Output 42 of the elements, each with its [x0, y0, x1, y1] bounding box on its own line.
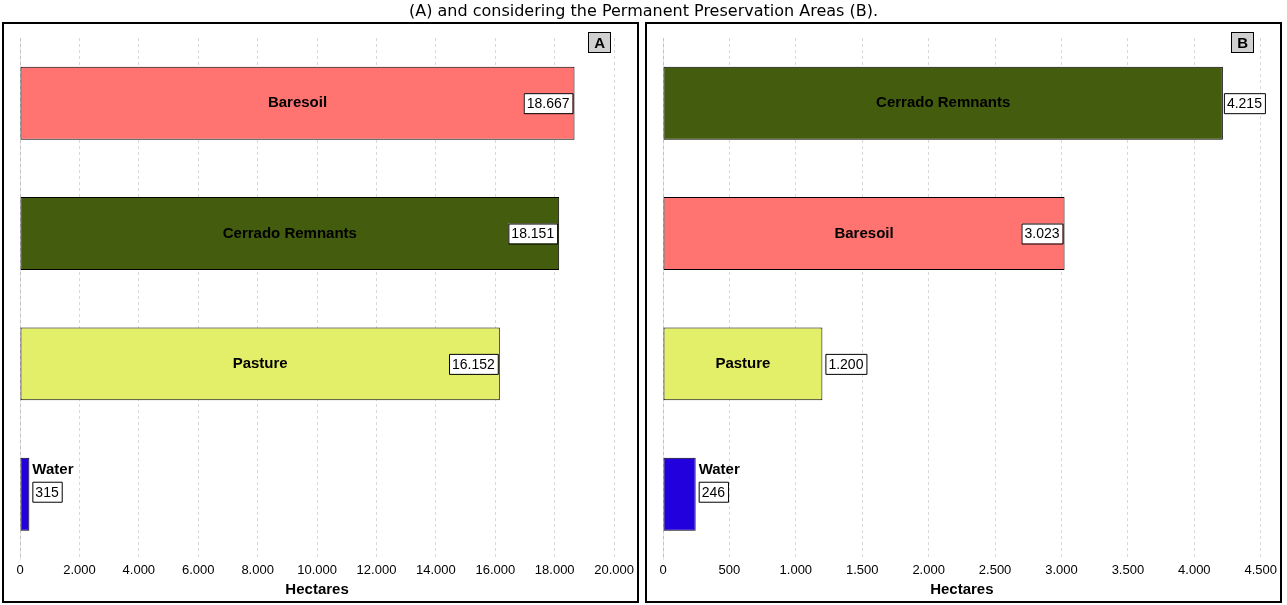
x-tick-label: 6.000	[181, 561, 215, 577]
y-tick-label: Water	[698, 459, 740, 477]
data-label: 1.200	[828, 355, 864, 372]
annotation: A	[588, 32, 611, 53]
x-tick-label: 20.000	[594, 561, 634, 577]
x-tick-label: 16.000	[475, 561, 516, 577]
data-label: 3.023	[1024, 225, 1060, 242]
text: (A) and considering the Permanent Preservation Areas (B).	[407, 0, 879, 22]
x-tick-label: 3.000	[1045, 561, 1078, 577]
x-tick-label: 1.500	[845, 561, 879, 577]
x-tick-label: 4.000	[122, 561, 156, 577]
y-tick-label: Cerrado Remnants	[876, 93, 1011, 111]
y-tick-label: Water	[32, 459, 74, 477]
x-tick-label: 14.000	[416, 561, 456, 577]
x-tick-label: 1.000	[779, 561, 813, 577]
x-tick-label: 0	[659, 561, 667, 577]
x-tick-label: 10.000	[297, 561, 337, 577]
data-label: 315	[35, 483, 59, 500]
x-tick-label: 500	[718, 561, 741, 577]
x-tick-label: 2.500	[978, 561, 1012, 577]
data-label: 4.215	[1226, 95, 1263, 112]
x-tick-label: 8.000	[241, 561, 274, 577]
x-tick-label: 12.000	[356, 561, 397, 577]
y-tick-label: Pasture	[232, 354, 288, 372]
x-tick-label: 18.000	[534, 561, 575, 577]
x-axis-title: Hectares	[930, 580, 994, 598]
x-tick-label: 2.000	[912, 561, 945, 577]
y-tick-label: Pasture	[715, 354, 771, 372]
x-axis-title: Hectares	[285, 580, 349, 598]
annotation: B	[1231, 32, 1254, 53]
data-label: 18.151	[511, 225, 555, 242]
x-tick-label: 3.500	[1111, 561, 1145, 577]
data-label: 16.152	[451, 355, 496, 372]
data-label: 246	[701, 483, 726, 500]
x-tick-label: 4.500	[1244, 561, 1278, 577]
y-tick-label: Baresoil	[267, 93, 328, 111]
x-tick-label: 4.000	[1178, 561, 1211, 577]
y-tick-label: Baresoil	[834, 223, 894, 241]
y-tick-label: Cerrado Remnants	[222, 223, 357, 241]
x-tick-label: 2.000	[63, 561, 96, 577]
x-tick-label: 0	[16, 561, 24, 577]
data-label: 18.667	[526, 95, 570, 112]
